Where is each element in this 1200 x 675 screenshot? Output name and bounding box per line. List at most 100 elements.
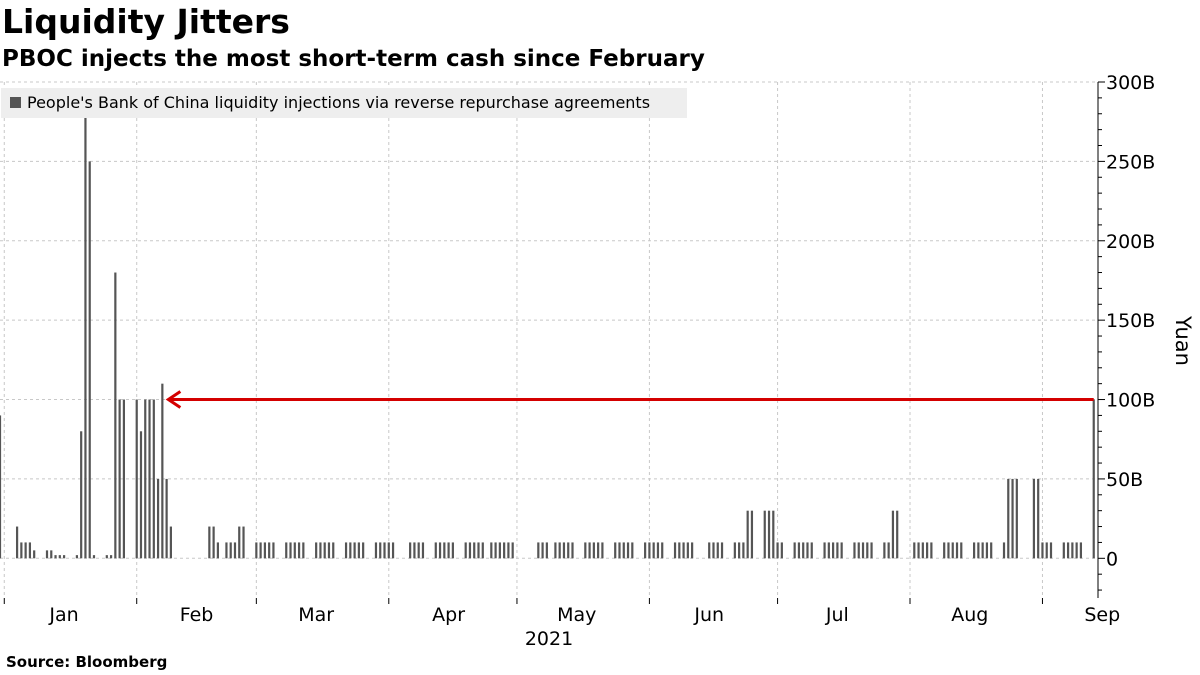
bar bbox=[746, 510, 749, 559]
bar bbox=[1075, 542, 1078, 559]
bar bbox=[592, 542, 595, 559]
bar bbox=[887, 542, 890, 559]
bar bbox=[618, 542, 621, 559]
bar bbox=[468, 542, 472, 559]
bar bbox=[853, 542, 856, 559]
bar bbox=[473, 542, 476, 559]
bar bbox=[1007, 478, 1010, 559]
arrow-head bbox=[165, 390, 182, 409]
bar bbox=[15, 526, 19, 559]
bar bbox=[1011, 478, 1014, 559]
bar bbox=[1041, 542, 1044, 559]
bar bbox=[139, 431, 143, 559]
bar bbox=[374, 542, 378, 559]
source-note: Source: Bloomberg bbox=[6, 653, 168, 671]
bar bbox=[148, 399, 151, 559]
bar bbox=[567, 542, 570, 559]
y-tick-label: 0 bbox=[1106, 548, 1118, 570]
bar bbox=[656, 542, 660, 559]
bar bbox=[661, 542, 664, 559]
bar bbox=[861, 542, 865, 559]
bar bbox=[827, 542, 830, 559]
bar-series bbox=[0, 113, 1095, 559]
bar bbox=[233, 542, 237, 559]
bar bbox=[0, 415, 2, 559]
y-tick-label: 50B bbox=[1106, 469, 1143, 491]
bar bbox=[323, 542, 326, 559]
bar bbox=[362, 542, 365, 559]
bar bbox=[494, 542, 497, 559]
bar bbox=[225, 542, 228, 559]
x-tick-label: Jul bbox=[825, 604, 849, 626]
bar bbox=[926, 542, 929, 559]
bar bbox=[733, 542, 736, 559]
bar bbox=[896, 510, 899, 559]
bar bbox=[750, 510, 754, 559]
bar bbox=[1037, 478, 1040, 559]
bar bbox=[327, 542, 331, 559]
bar bbox=[379, 542, 382, 559]
bar bbox=[921, 542, 924, 559]
bar bbox=[114, 272, 117, 559]
bar bbox=[135, 399, 138, 559]
bar bbox=[315, 542, 318, 559]
bar bbox=[780, 542, 783, 559]
bar bbox=[391, 542, 395, 559]
bar bbox=[118, 399, 121, 559]
x-tick-label: Jan bbox=[48, 604, 78, 626]
bar bbox=[417, 542, 420, 559]
bar bbox=[960, 542, 963, 559]
bar bbox=[208, 526, 211, 559]
y-tick-label: 200B bbox=[1106, 231, 1155, 253]
bar bbox=[58, 555, 61, 559]
bar bbox=[88, 161, 91, 559]
bar bbox=[109, 555, 113, 559]
bar bbox=[498, 542, 501, 559]
bar bbox=[691, 542, 694, 559]
bar bbox=[990, 542, 993, 559]
bar bbox=[212, 526, 215, 559]
bar bbox=[319, 542, 322, 559]
bar bbox=[631, 542, 634, 559]
bar bbox=[20, 542, 23, 559]
bar bbox=[1066, 542, 1070, 559]
bar bbox=[511, 542, 514, 559]
bar bbox=[75, 555, 78, 559]
bar bbox=[763, 510, 766, 559]
bar bbox=[891, 510, 895, 559]
bar bbox=[464, 542, 467, 559]
x-tick-label: Aug bbox=[951, 604, 988, 626]
bar bbox=[742, 542, 745, 559]
bar bbox=[686, 542, 689, 559]
bar bbox=[955, 542, 959, 559]
bar bbox=[144, 399, 147, 559]
bar bbox=[973, 542, 976, 559]
bar bbox=[353, 542, 356, 559]
bar bbox=[1092, 399, 1095, 559]
bar bbox=[503, 542, 506, 559]
bar bbox=[156, 478, 160, 559]
bar bbox=[409, 542, 412, 559]
bar bbox=[1002, 542, 1006, 559]
bar bbox=[917, 542, 920, 559]
annotation-arrow bbox=[165, 390, 1094, 409]
bar bbox=[644, 542, 647, 559]
bar bbox=[545, 542, 548, 559]
bar bbox=[708, 542, 711, 559]
bar bbox=[1049, 542, 1053, 559]
bar bbox=[832, 542, 835, 559]
bar bbox=[165, 478, 168, 559]
bar bbox=[268, 542, 271, 559]
bar bbox=[678, 542, 681, 559]
y-tick-label: 300B bbox=[1106, 72, 1155, 94]
bar bbox=[357, 542, 360, 559]
bar bbox=[289, 542, 292, 559]
x-tick-label: Feb bbox=[180, 604, 214, 626]
bar bbox=[712, 542, 715, 559]
bar bbox=[1079, 542, 1083, 559]
bar bbox=[332, 542, 335, 559]
x-tick-label: Apr bbox=[432, 604, 465, 626]
bar bbox=[413, 542, 416, 559]
bar bbox=[105, 555, 108, 559]
